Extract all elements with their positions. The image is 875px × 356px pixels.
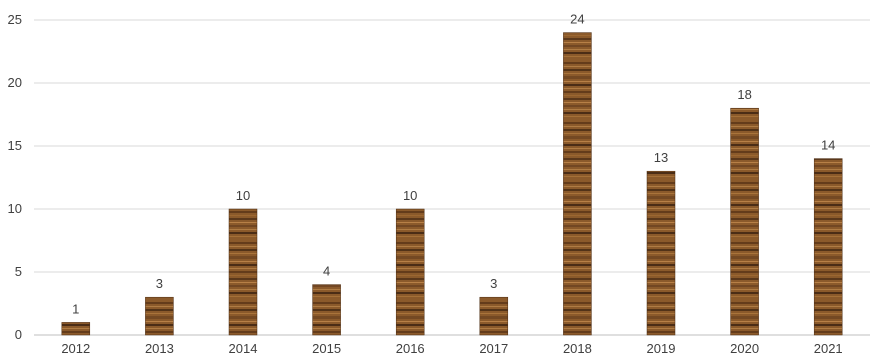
x-tick-label: 2016	[396, 341, 425, 356]
x-tick-label: 2014	[229, 341, 258, 356]
x-tick-label: 2019	[647, 341, 676, 356]
bar-2017	[479, 296, 509, 336]
data-label-2012: 1	[72, 301, 79, 316]
data-label-2014: 10	[236, 188, 250, 203]
x-tick-label: 2018	[563, 341, 592, 356]
x-tick-label: 2017	[479, 341, 508, 356]
x-tick-label: 2015	[312, 341, 341, 356]
bar-2016	[395, 208, 425, 336]
data-label-2015: 4	[323, 264, 330, 279]
y-tick-label: 25	[8, 12, 22, 27]
data-label-2016: 10	[403, 188, 417, 203]
x-tick-label: 2013	[145, 341, 174, 356]
y-tick-label: 5	[15, 264, 22, 279]
bar-2015	[312, 284, 341, 336]
data-label-2020: 18	[737, 87, 751, 102]
x-tick-label: 2021	[814, 341, 843, 356]
bar-2021	[813, 158, 843, 336]
x-axis: 2012 2013 2014 2015 2016 2017 2018 2019 2020 2021	[61, 341, 842, 356]
bar-2018	[563, 32, 592, 336]
data-label-2017: 3	[490, 276, 497, 291]
x-tick-label: 2020	[730, 341, 759, 356]
bars	[61, 32, 843, 336]
y-tick-label: 10	[8, 201, 22, 216]
x-tick-label: 2012	[61, 341, 90, 356]
y-tick-label: 0	[15, 327, 22, 342]
bar-2013	[145, 296, 174, 336]
data-label-2013: 3	[156, 276, 163, 291]
data-label-2018: 24	[570, 12, 584, 27]
y-tick-label: 15	[8, 138, 22, 153]
y-tick-label: 20	[8, 75, 22, 90]
y-axis: 0 5 10 15 20 25	[8, 12, 22, 342]
bar-2014	[228, 208, 258, 336]
bar-2020	[730, 107, 759, 336]
bar-2019	[646, 170, 676, 336]
data-label-2021: 14	[821, 138, 835, 153]
bar-2012	[61, 322, 91, 336]
data-label-2019: 13	[654, 150, 668, 165]
